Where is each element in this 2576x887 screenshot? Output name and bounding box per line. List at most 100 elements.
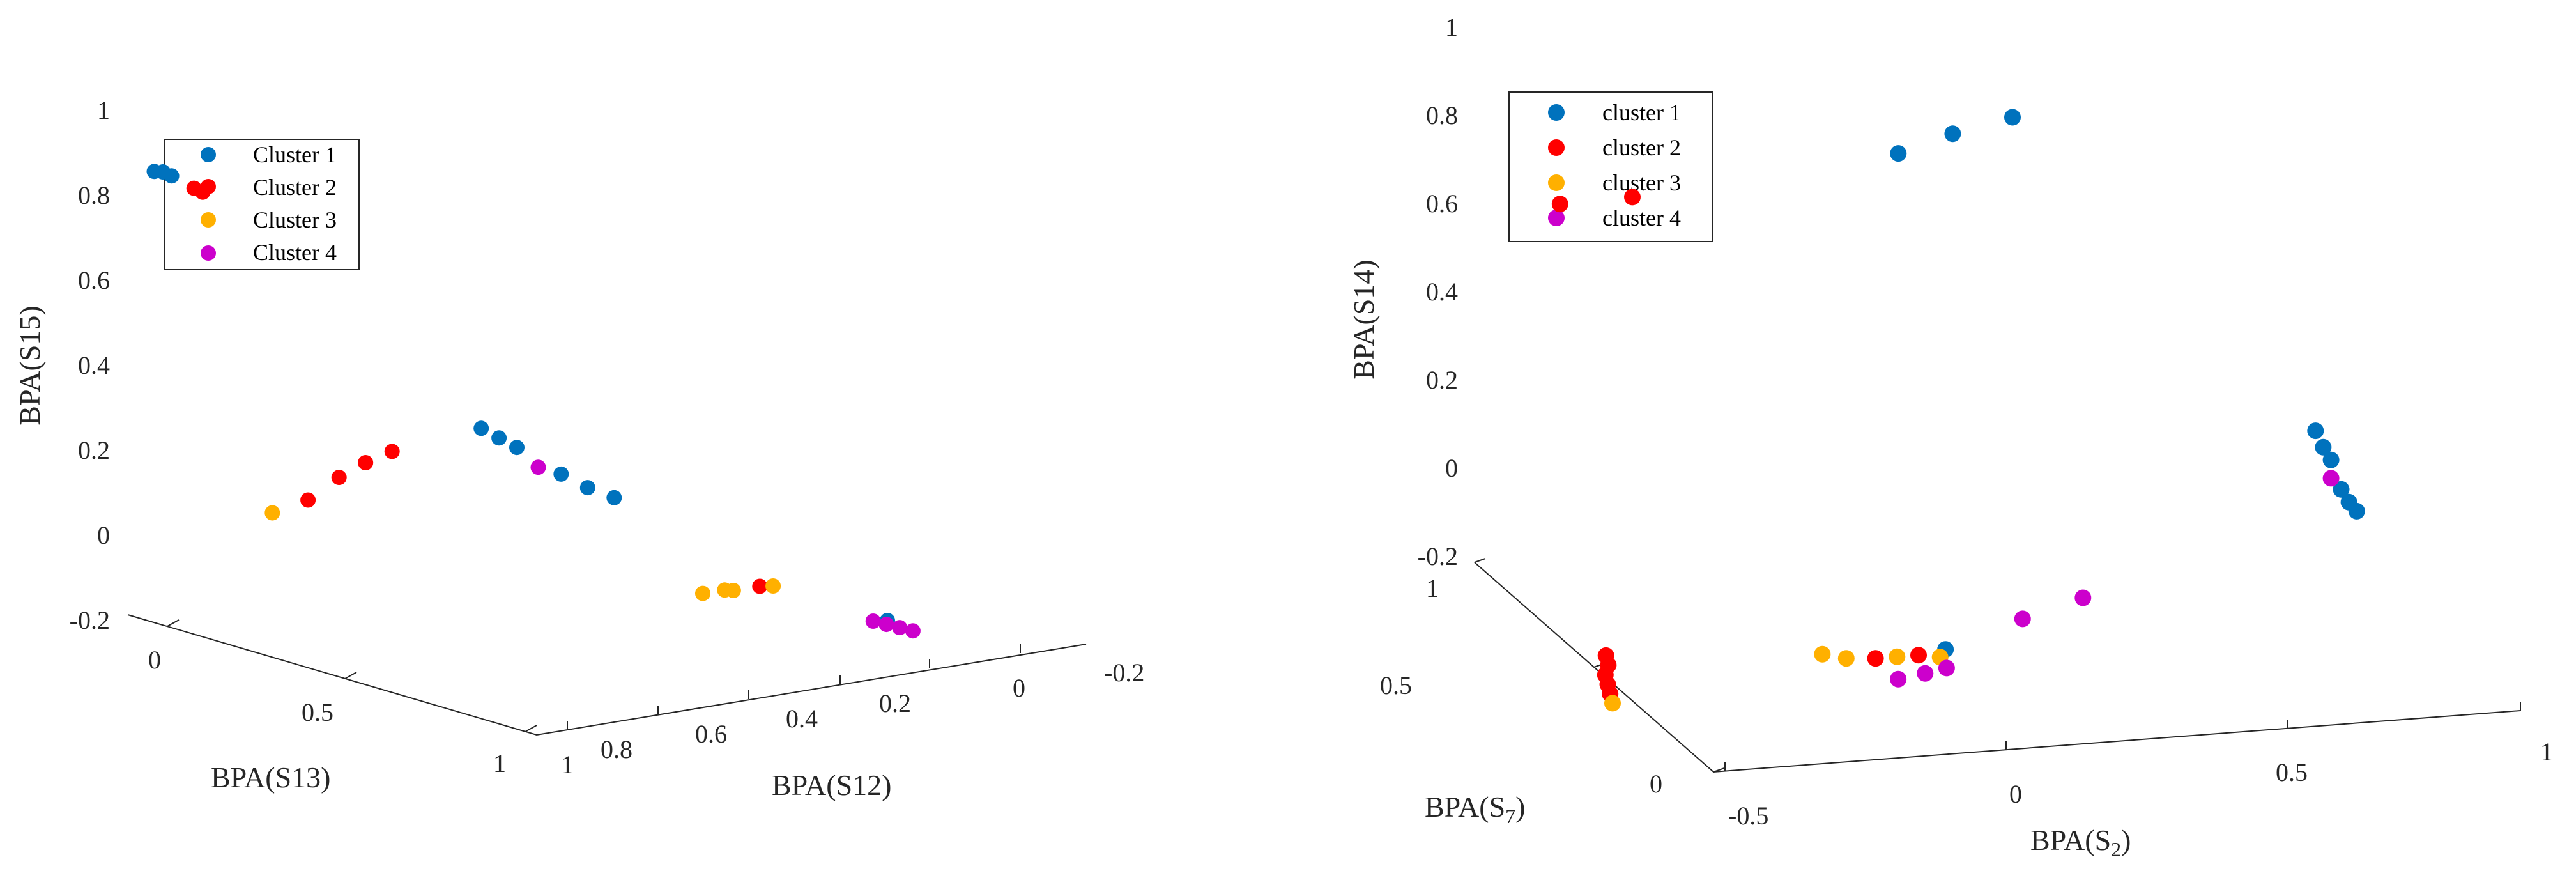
right-data-points [1551,109,2365,712]
left-point-series1-7 [553,466,569,482]
right-point-series1-8 [2333,481,2350,498]
left-point-series2-3 [384,444,400,459]
left-z-tick: 1 [97,96,110,125]
left-point-series2-7 [752,578,768,594]
right-point-series3-4 [1889,648,1906,665]
left-y-tick: 0.4 [786,704,818,733]
left-y-tick: 1 [561,750,574,779]
left-z-tick: 0.6 [78,266,110,295]
left-point-series2-5 [331,470,347,486]
right-legend-label-1: cluster 1 [1602,100,1681,125]
right-point-series1-7 [2322,451,2340,468]
right-point-series2-1 [1551,196,1568,213]
right-point-series4-5 [1917,665,1934,682]
right-point-series1-3 [2004,109,2021,126]
left-point-series1-4 [473,420,489,436]
right-legend-label-3: cluster 3 [1602,170,1681,196]
right-legend-marker-1 [1548,104,1565,121]
left-z-tick: 0.8 [78,181,110,210]
right-x-tick: 0 [2009,780,2022,808]
left-legend-marker-3 [201,212,216,228]
right-x-axis-label: BPA(S2) [2030,824,2131,861]
left-x-tick: 1 [493,749,506,778]
left-z-axis-label: BPA(S15) [13,305,46,425]
left-point-series1-6 [509,440,525,456]
right-legend-marker-4 [1548,210,1565,226]
right-y-tick: 1 [1426,574,1439,603]
left-legend-box [164,139,360,270]
left-legend-label-4: Cluster 4 [253,240,337,265]
right-point-series2-9 [1910,647,1927,664]
right-point-series1-1 [1890,145,1907,162]
left-point-series2-2 [195,184,211,200]
left-point-series2-6 [300,492,316,508]
right-point-series3-1 [1604,695,1621,712]
right-floor-axes [1474,562,2521,773]
right-legend-box [1508,91,1713,242]
left-z-tick: -0.2 [70,606,110,635]
right-point-series1-2 [1944,125,1961,143]
left-x-tick: 0.5 [302,698,334,727]
right-point-series4-1 [2322,470,2340,487]
right-x-tick: 0.5 [2276,758,2308,787]
right-y-axis-label: BPA(S7) [1425,791,1526,828]
right-legend-marker-3 [1548,174,1565,191]
left-point-series3-2 [695,585,710,601]
right-z-tick: 0.8 [1426,101,1458,130]
left-legend-marker-1 [201,147,216,162]
left-point-series2-4 [358,455,374,470]
left-point-series4-1 [530,459,546,475]
left-z-ticks: 1 0.8 0.6 0.4 0.2 0 -0.2 [70,96,110,635]
right-x-tick: -0.5 [1728,801,1768,830]
right-x-tick: 1 [2540,737,2553,766]
left-point-series4-4 [892,620,908,636]
right-z-tick: 0.6 [1426,189,1458,218]
left-z-tick: 0.4 [78,351,110,380]
right-point-series2-2 [1624,189,1641,206]
right-legend-marker-2 [1548,139,1565,156]
left-y-tick: -0.2 [1104,658,1144,687]
right-z-axis-label: BPA(S14) [1347,259,1380,379]
left-point-series3-1 [264,505,280,521]
right-point-series4-2 [2014,610,2031,628]
left-point-series1-5 [491,430,507,446]
right-legend-label-2: cluster 2 [1602,135,1681,160]
left-y-tick: 0.8 [601,735,632,764]
left-point-series1-8 [579,480,595,496]
left-z-tick: 0.2 [78,436,110,465]
right-point-series3-2 [1814,645,1831,663]
left-legend: Cluster 1 Cluster 2 Cluster 3 Cluster 4 [164,139,360,270]
left-x-tick: 0 [148,645,161,674]
left-legend-marker-4 [201,245,216,261]
right-legend-label-4: cluster 4 [1602,205,1681,231]
left-y-tick: 0.2 [879,689,911,718]
left-legend-label-3: Cluster 3 [253,207,337,233]
right-plot: 1 0.8 0.6 0.4 0.2 0 -0.2 1 0.5 0 -0.5 0 … [1347,13,2553,861]
left-point-series4-3 [878,617,894,633]
left-floor-tickmarks [167,619,1021,732]
right-point-series1-6 [2315,438,2332,456]
right-point-series2-8 [1867,650,1884,667]
left-x-axis-label: BPA(S13) [211,761,330,794]
right-point-series1-5 [2307,422,2324,440]
right-z-tick: 1 [1445,13,1458,42]
right-z-tick: -0.2 [1418,542,1458,571]
right-y-tick: 0 [1650,769,1662,798]
left-data-points [146,164,921,639]
left-y-axis-label: BPA(S12) [772,769,891,801]
right-z-tick: 0.4 [1426,277,1458,306]
left-legend-label-2: Cluster 2 [253,174,337,200]
left-floor-axes [127,614,1087,736]
right-z-tick: 0.2 [1426,366,1458,394]
right-legend: cluster 1 cluster 2 cluster 3 cluster 4 [1508,91,1713,242]
right-z-tick: 0 [1445,454,1458,482]
left-y-tick: 0.6 [695,720,727,748]
left-point-series3-5 [765,578,781,594]
left-point-series1-3 [164,168,180,184]
left-point-series3-4 [725,583,741,598]
right-point-series4-6 [1938,659,1955,677]
right-point-series1-10 [2348,502,2365,520]
left-point-series4-5 [905,623,921,639]
left-plot: 1 0.8 0.6 0.4 0.2 0 -0.2 0 0.5 1 1 0.8 0… [13,96,1144,801]
